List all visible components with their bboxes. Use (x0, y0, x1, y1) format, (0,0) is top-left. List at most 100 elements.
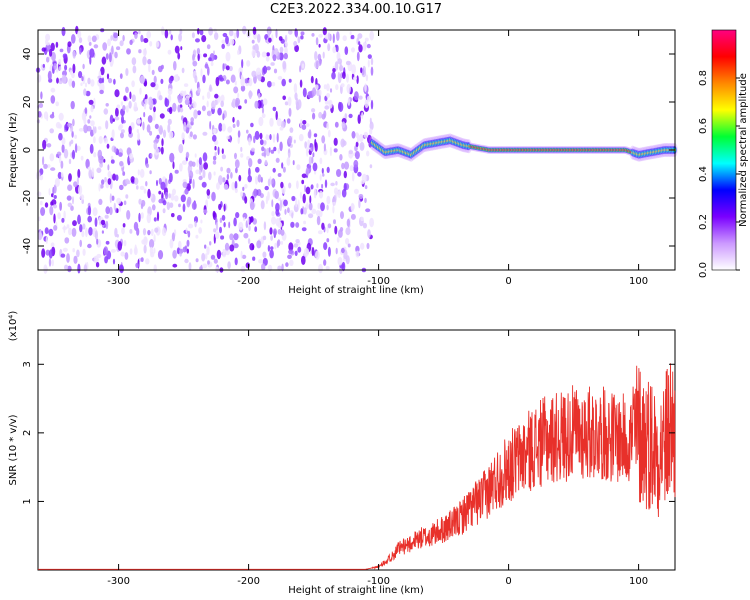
noise-speck (99, 184, 104, 189)
noise-speck (261, 113, 266, 119)
noise-speck (260, 200, 265, 210)
noise-speck (143, 112, 146, 118)
noise-speck (288, 182, 292, 189)
noise-speck (256, 240, 262, 249)
noise-speck (288, 78, 292, 83)
noise-speck (282, 166, 286, 173)
noise-speck (248, 91, 253, 98)
noise-speck (92, 125, 95, 135)
noise-speck (337, 256, 343, 266)
noise-speck (208, 57, 212, 62)
noise-speck (364, 37, 369, 42)
noise-speck (72, 63, 76, 74)
noise-speck (356, 51, 360, 62)
noise-speck (181, 67, 185, 74)
noise-speck (362, 41, 367, 52)
noise-speck (297, 199, 300, 210)
noise-speck (253, 135, 256, 144)
noise-speck (133, 221, 139, 231)
noise-speck (51, 193, 54, 198)
noise-speck (63, 148, 69, 159)
noise-speck (64, 237, 70, 244)
noise-speck (97, 149, 103, 160)
noise-speck (293, 83, 298, 94)
noise-speck (155, 40, 160, 48)
noise-speck (221, 148, 224, 155)
noise-speck (299, 65, 302, 73)
noise-speck (335, 247, 338, 255)
noise-speck (167, 87, 173, 96)
noise-speck (169, 30, 172, 35)
noise-speck (343, 170, 347, 179)
noise-speck (212, 160, 217, 165)
noise-speck (261, 146, 265, 152)
noise-speck (264, 140, 267, 145)
noise-speck (241, 254, 247, 259)
noise-speck (178, 33, 183, 42)
noise-speck (49, 48, 53, 57)
noise-speck (310, 184, 314, 190)
noise-speck (188, 170, 194, 180)
noise-speck (277, 147, 280, 154)
noise-speck (146, 213, 151, 224)
noise-speck (308, 202, 313, 211)
noise-speck (64, 64, 68, 71)
noise-speck (155, 148, 160, 153)
noise-speck (365, 208, 371, 213)
noise-speck (280, 229, 285, 236)
noise-speck (153, 75, 157, 84)
noise-speck (264, 185, 269, 191)
noise-speck (121, 227, 125, 235)
noise-speck (237, 136, 240, 144)
noise-speck (93, 44, 99, 49)
noise-speck (296, 164, 301, 171)
noise-speck (113, 202, 116, 211)
noise-speck (116, 104, 121, 109)
noise-speck (277, 221, 283, 228)
noise-speck (109, 114, 114, 124)
noise-speck (188, 262, 192, 271)
noise-speck (182, 181, 188, 188)
noise-speck (357, 171, 362, 177)
noise-speck (44, 202, 49, 208)
noise-speck (353, 159, 359, 168)
noise-speck (174, 45, 180, 54)
noise-speck (273, 68, 278, 74)
noise-speck (279, 202, 282, 212)
y-tick-label: -20 (22, 190, 33, 206)
noise-speck (177, 52, 181, 60)
noise-speck (189, 96, 192, 105)
noise-speck (287, 254, 292, 259)
noise-speck (58, 132, 63, 141)
noise-speck (285, 262, 289, 267)
noise-speck (281, 263, 284, 272)
noise-speck (301, 255, 306, 265)
noise-speck (340, 138, 346, 148)
noise-speck (248, 158, 253, 168)
noise-speck (220, 235, 225, 240)
noise-speck (254, 166, 260, 173)
noise-speck (219, 217, 223, 223)
noise-speck (160, 181, 166, 190)
noise-speck (319, 157, 323, 165)
noise-speck (318, 34, 323, 38)
noise-speck (82, 248, 86, 256)
noise-speck (194, 220, 197, 228)
spectrogram-y-ticks: -40 -20 0 20 40 (22, 48, 675, 254)
noise-speck (350, 202, 355, 212)
noise-speck (213, 228, 217, 233)
noise-speck (327, 43, 331, 52)
noise-speck (338, 229, 343, 238)
noise-speck (103, 137, 109, 144)
noise-speck (280, 240, 284, 245)
noise-speck (290, 221, 295, 228)
noise-speck (167, 123, 171, 133)
noise-speck (79, 47, 82, 55)
noise-speck (72, 196, 74, 205)
noise-speck (74, 143, 78, 154)
noise-speck (355, 250, 360, 258)
noise-speck (50, 87, 56, 93)
noise-speck (87, 77, 91, 85)
noise-speck (341, 247, 345, 254)
noise-speck (270, 246, 274, 250)
